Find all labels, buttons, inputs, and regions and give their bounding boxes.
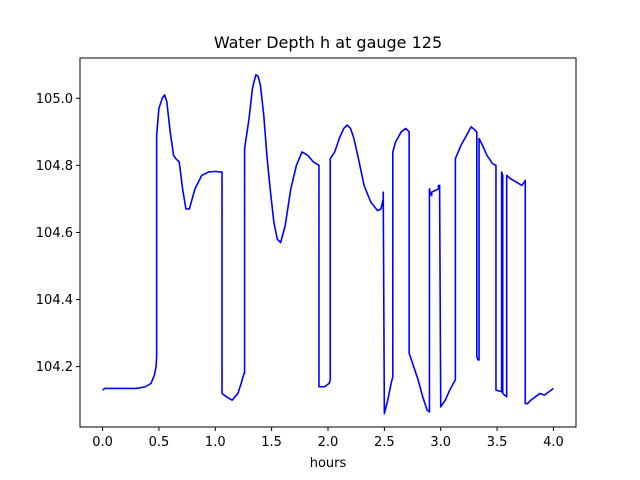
x-tick-label: 1.0 [205, 435, 226, 450]
axes-frame [79, 57, 577, 428]
y-tick-label: 105.0 [36, 92, 73, 107]
x-tick-label: 2.5 [374, 435, 395, 450]
x-tick-label: 0.5 [149, 435, 170, 450]
x-tick-label: 2.0 [318, 435, 339, 450]
y-tick-label: 104.6 [36, 226, 73, 241]
series-line [102, 73, 554, 415]
x-axis-ticks: 0.0 0.5 1.0 1.5 2.0 2.5 3.0 3.5 4.0 [92, 427, 564, 450]
plot-area [102, 73, 554, 415]
y-tick-label: 104.2 [36, 360, 73, 375]
x-tick-label: 3.0 [430, 435, 451, 450]
y-tick-label: 104.8 [36, 159, 73, 174]
x-tick-label: 3.5 [487, 435, 508, 450]
x-axis-label: hours [310, 456, 347, 471]
chart-title: Water Depth h at gauge 125 [214, 33, 442, 52]
y-axis-ticks: 104.2 104.4 104.6 104.8 105.0 [36, 92, 80, 375]
x-tick-label: 1.5 [261, 435, 282, 450]
y-tick-label: 104.4 [36, 293, 73, 308]
x-tick-label: 4.0 [543, 435, 564, 450]
x-tick-label: 0.0 [92, 435, 113, 450]
